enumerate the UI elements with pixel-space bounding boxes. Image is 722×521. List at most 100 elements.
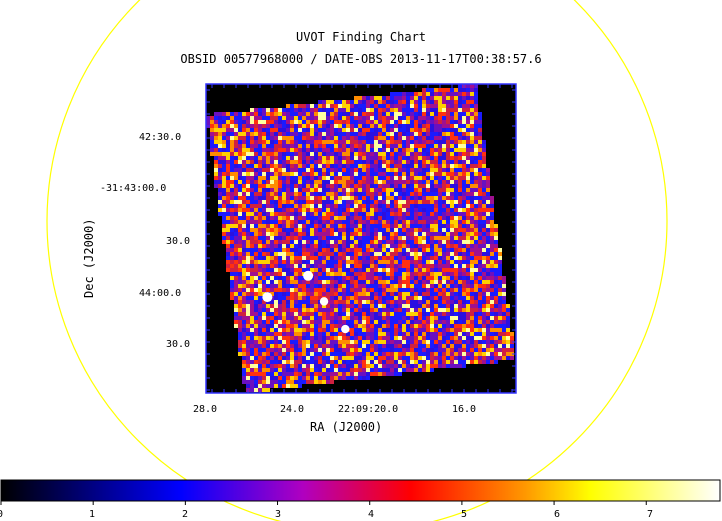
image-pixel [478,292,482,296]
image-pixel [394,244,398,248]
image-pixel [414,188,418,192]
image-pixel [462,316,466,320]
image-pixel [310,240,314,244]
image-pixel [402,256,406,260]
image-pixel [382,364,386,368]
image-pixel [238,276,242,280]
image-pixel [258,172,262,176]
image-pixel [370,160,374,164]
image-pixel [410,164,414,168]
image-pixel [230,136,234,140]
image-pixel [474,244,478,248]
image-pixel [334,328,338,332]
image-pixel [398,180,402,184]
image-pixel [274,312,278,316]
image-pixel [238,184,242,188]
image-pixel [358,276,362,280]
image-pixel [434,312,438,316]
image-pixel [386,164,390,168]
image-pixel [454,224,458,228]
image-pixel [254,176,258,180]
image-pixel [482,232,486,236]
image-pixel [450,176,454,180]
image-pixel [366,304,370,308]
image-pixel [266,236,270,240]
image-pixel [294,104,298,108]
image-pixel [330,312,334,316]
image-pixel [294,364,298,368]
image-pixel [302,360,306,364]
image-pixel [446,360,450,364]
image-pixel [262,208,266,212]
image-pixel [394,144,398,148]
image-pixel [354,136,358,140]
image-pixel [218,192,222,196]
image-pixel [334,112,338,116]
image-pixel [482,324,486,328]
image-pixel [238,236,242,240]
image-pixel [238,232,242,236]
image-pixel [426,232,430,236]
image-pixel [250,148,254,152]
image-pixel [462,288,466,292]
image-pixel [434,228,438,232]
image-pixel [282,152,286,156]
image-pixel [386,356,390,360]
image-pixel [402,264,406,268]
image-pixel [366,272,370,276]
image-pixel [234,244,238,248]
image-pixel [334,184,338,188]
image-pixel [274,316,278,320]
image-pixel [370,252,374,256]
image-pixel [318,276,322,280]
image-pixel [398,264,402,268]
image-pixel [466,108,470,112]
image-pixel [466,136,470,140]
image-pixel [362,364,366,368]
image-pixel [318,216,322,220]
image-pixel [354,272,358,276]
image-pixel [434,120,438,124]
image-pixel [378,156,382,160]
image-pixel [426,184,430,188]
image-pixel [434,152,438,156]
image-pixel [282,272,286,276]
image-pixel [394,332,398,336]
image-pixel [254,380,258,384]
image-pixel [262,120,266,124]
image-pixel [290,320,294,324]
image-pixel [414,132,418,136]
image-pixel [250,188,254,192]
image-pixel [290,356,294,360]
image-pixel [402,252,406,256]
image-pixel [354,268,358,272]
image-pixel [438,340,442,344]
image-pixel [434,332,438,336]
image-pixel [270,264,274,268]
image-pixel [246,284,250,288]
image-pixel [254,152,258,156]
image-pixel [398,132,402,136]
image-pixel [354,152,358,156]
image-pixel [386,140,390,144]
image-pixel [442,256,446,260]
image-pixel [378,300,382,304]
image-pixel [234,216,238,220]
image-pixel [258,304,262,308]
image-pixel [430,212,434,216]
image-pixel [302,280,306,284]
image-pixel [474,232,478,236]
image-pixel [418,268,422,272]
image-pixel [446,152,450,156]
image-pixel [302,188,306,192]
image-pixel [306,120,310,124]
image-pixel [282,280,286,284]
image-pixel [238,164,242,168]
image-pixel [462,360,466,364]
image-pixel [378,308,382,312]
image-pixel [226,188,230,192]
colorbar-tick-label: 4 [368,509,375,520]
image-pixel [414,240,418,244]
image-pixel [234,312,238,316]
image-pixel [274,128,278,132]
